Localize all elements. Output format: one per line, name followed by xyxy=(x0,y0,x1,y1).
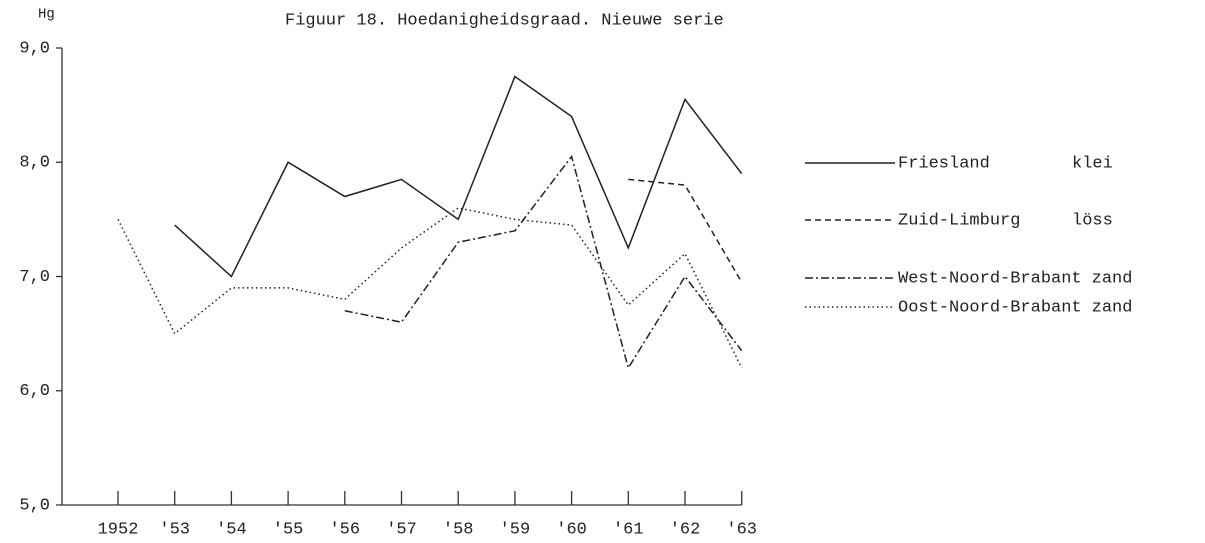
series-line xyxy=(117,207,743,369)
y-tick-label: 9,0 xyxy=(19,39,50,58)
legend-soil: löss xyxy=(1072,211,1113,230)
y-tick-label: 8,0 xyxy=(19,154,50,173)
x-tick-label: '57 xyxy=(386,520,417,539)
x-tick-label: '58 xyxy=(443,520,474,539)
x-tick-label: '63 xyxy=(726,520,757,539)
x-tick-label: 1952 xyxy=(98,520,139,539)
y-tick-label: 7,0 xyxy=(19,268,50,287)
legend-label: West-Noord-Brabant xyxy=(898,269,1082,288)
legend-soil: klei xyxy=(1072,154,1113,173)
legend-label: Friesland xyxy=(898,154,990,173)
legend-label: Zuid-Limburg xyxy=(898,211,1020,230)
x-tick-label: '54 xyxy=(216,520,247,539)
series-line xyxy=(628,178,743,283)
y-tick-label: 5,0 xyxy=(19,496,50,515)
x-tick-label: '61 xyxy=(613,520,644,539)
x-tick-label: '60 xyxy=(556,520,587,539)
y-tick-label: 6,0 xyxy=(19,382,50,401)
y-axis-label: Hg xyxy=(38,7,55,23)
legend-soil: zand xyxy=(1092,298,1133,317)
x-tick-label: '62 xyxy=(670,520,701,539)
x-tick-label: '55 xyxy=(273,520,304,539)
legend-label: Oost-Noord-Brabant xyxy=(898,298,1082,317)
x-tick-label: '53 xyxy=(159,520,190,539)
x-tick-label: '56 xyxy=(329,520,360,539)
legend-soil: zand xyxy=(1092,269,1133,288)
series-line xyxy=(174,75,743,278)
series-line xyxy=(344,154,743,370)
chart-title: Figuur 18. Hoedanigheidsgraad. Nieuwe se… xyxy=(285,11,724,30)
x-tick-label: '59 xyxy=(500,520,531,539)
